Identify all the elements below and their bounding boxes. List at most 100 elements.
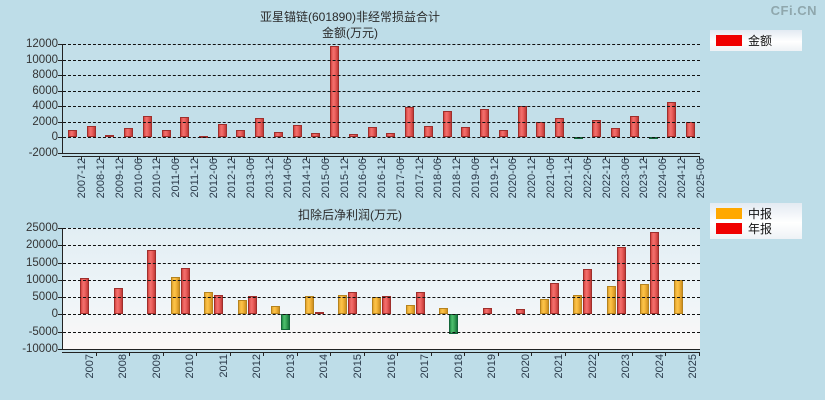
bar[interactable] [142,115,152,138]
x-axis-tick [263,352,265,356]
x-axis-tick-label: 2008 [117,354,130,379]
bar[interactable] [161,129,171,138]
bar[interactable] [573,294,583,315]
bar[interactable] [606,285,616,315]
bar[interactable] [439,307,449,315]
y-axis-tick [58,297,63,299]
bar[interactable] [214,295,224,315]
bar[interactable] [461,127,471,138]
bottom-chart-subtitle: 扣除后净利润(万元) [298,208,402,222]
bar[interactable] [304,296,314,315]
bar[interactable] [415,292,425,315]
bar[interactable] [482,307,492,315]
x-axis-tick-label: 2020-06 [507,158,520,199]
x-axis-tick [129,352,131,356]
bar[interactable] [423,125,433,138]
x-axis-tick-label: 2025-06 [694,158,707,199]
bar[interactable] [217,124,227,138]
bar[interactable] [113,288,123,315]
bar[interactable] [124,128,134,138]
x-axis-tick [417,156,419,160]
bar[interactable] [442,110,452,138]
bar[interactable] [80,277,90,315]
watermark: CFi.CN [770,3,817,18]
x-axis-tick [436,156,438,160]
bar[interactable] [629,115,639,138]
y-axis-tick [58,245,63,247]
bar[interactable] [247,295,257,315]
bar[interactable] [314,312,324,315]
bar[interactable] [170,277,180,315]
bar[interactable] [539,299,549,315]
bar[interactable] [281,314,291,330]
x-axis-tick-label: 2020 [519,354,532,379]
bar[interactable] [611,128,621,138]
bar[interactable] [367,126,377,138]
bar[interactable] [549,282,559,315]
x-axis-tick-label: 2017 [419,354,432,379]
x-axis-tick-label: 2015 [351,354,364,379]
y-axis-tick-label: 4000 [32,100,58,113]
bar[interactable] [255,117,265,138]
x-axis-tick [430,352,432,356]
bar[interactable] [583,269,593,315]
legend-item-interim-report[interactable]: 中报 [716,206,794,221]
x-axis-tick-label: 2022 [586,354,599,379]
bar[interactable] [686,121,696,138]
x-axis-tick-label: 2015-12 [338,158,351,199]
x-axis-tick [598,352,600,356]
bar[interactable] [271,306,281,315]
gridline [63,121,700,123]
bar[interactable] [338,295,348,315]
bar[interactable] [650,232,660,315]
x-axis-tick [661,156,663,160]
gridline [63,228,700,229]
x-axis-tick-label: 2016 [385,354,398,379]
bar[interactable] [348,133,358,138]
bar[interactable] [405,305,415,315]
x-axis-tick [380,156,382,160]
x-axis-tick [605,156,607,160]
bar[interactable] [554,118,564,138]
bar[interactable] [348,291,358,315]
bar[interactable] [498,130,508,138]
bar[interactable] [204,292,214,315]
bar[interactable] [372,296,381,315]
bar[interactable] [592,119,602,138]
legend-item-annual-report[interactable]: 年报 [716,221,794,236]
bar[interactable] [67,129,77,138]
bar[interactable] [330,46,340,138]
y-axis-tick-label: 8000 [32,69,58,82]
x-axis-tick-label: 2013-12 [263,158,276,199]
bar[interactable] [199,135,208,138]
x-axis-tick [286,156,288,160]
x-axis-tick [305,156,307,160]
x-axis-tick-label: 2011-06 [170,158,183,198]
bar[interactable] [236,130,246,138]
bar[interactable] [480,108,490,138]
bar[interactable] [147,250,157,315]
top-chart-plot-area [62,44,700,154]
top-chart-legend: 金额 [710,30,802,51]
bar[interactable] [237,299,247,315]
bar[interactable] [180,268,190,315]
bar[interactable] [105,135,115,138]
bar[interactable] [517,105,527,138]
bar[interactable] [180,117,190,138]
x-axis-tick [699,156,700,160]
bar[interactable] [536,122,546,138]
bar[interactable] [667,102,677,138]
bar[interactable] [640,283,650,315]
bar[interactable] [292,124,302,138]
bar[interactable] [382,296,391,315]
bar[interactable] [273,131,283,138]
bar[interactable] [386,132,396,138]
bar[interactable] [86,125,96,138]
bar[interactable] [516,308,526,315]
legend-item-amount[interactable]: 金额 [716,33,794,48]
bar[interactable] [311,133,321,138]
y-axis-tick-label: -5000 [28,325,58,338]
x-axis-tick-label: 2022-06 [582,158,595,199]
x-axis-tick [497,352,499,356]
y-axis-tick-label: 2000 [32,115,58,128]
